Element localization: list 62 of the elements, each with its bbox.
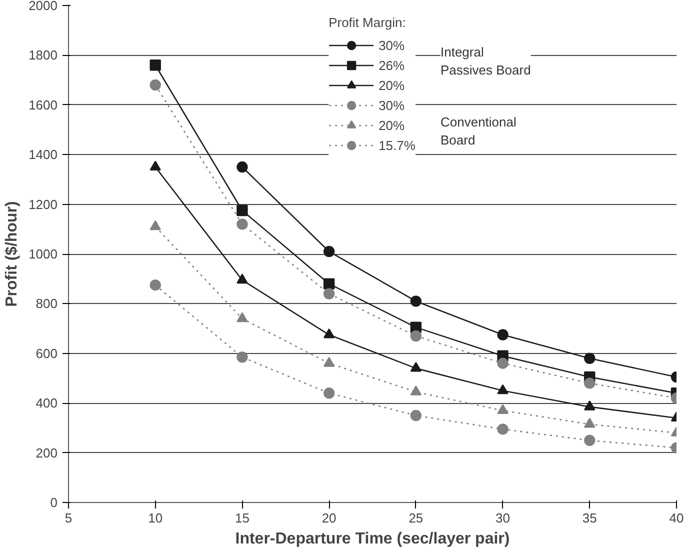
y-tick-label: 1600: [28, 97, 58, 112]
point: [584, 352, 596, 364]
legend-label: 15.7%: [378, 138, 416, 152]
x-tick-label: 10: [148, 510, 163, 526]
point: [497, 404, 508, 414]
point: [323, 356, 335, 367]
y-tick-label: 800: [36, 296, 58, 312]
y-axis-title: Profit ($/hour): [4, 201, 21, 307]
point: [410, 296, 422, 307]
legend-label: 26%: [378, 58, 405, 72]
point: [236, 204, 248, 216]
y-tick-label: 200: [36, 445, 58, 460]
x-axis-title: Inter-Departure Time (sec/layer pair): [235, 530, 510, 548]
point: [323, 288, 335, 300]
point: [236, 218, 248, 230]
point: [323, 246, 335, 258]
y-tick-label: 400: [36, 396, 58, 411]
y-tick-label: 1200: [28, 196, 58, 212]
point: [236, 161, 248, 173]
x-tick-label: 35: [582, 510, 597, 526]
point: [150, 220, 161, 230]
y-tick-label: 1000: [28, 246, 58, 262]
point: [323, 388, 335, 399]
x-tick-label: 20: [322, 510, 336, 526]
y-tick-label: 600: [36, 346, 58, 361]
annotation: Integral Passives Board: [440, 44, 531, 78]
x-tick-label: 40: [669, 510, 684, 526]
annotation: Conventional Board: [440, 114, 516, 148]
point: [584, 434, 596, 446]
x-tick-label: 30: [496, 510, 510, 526]
point: [584, 418, 596, 428]
y-tick-label: 0: [50, 495, 58, 510]
point: [410, 410, 422, 422]
legend-label: 20%: [378, 78, 405, 92]
legend-title: Profit Margin:: [328, 15, 407, 30]
legend-label: 30%: [378, 38, 405, 52]
point: [497, 329, 508, 340]
point: [150, 279, 161, 291]
y-tick-label: 2000: [28, 0, 58, 13]
point: [150, 160, 161, 171]
point: [497, 384, 508, 394]
point: [410, 362, 422, 372]
y-tick-label: 1800: [28, 48, 58, 63]
point: [236, 312, 248, 322]
x-tick-label: 25: [408, 510, 424, 526]
point: [150, 60, 161, 71]
x-tick-label: 5: [64, 510, 72, 526]
point: [584, 400, 596, 410]
point: [323, 278, 335, 290]
point: [236, 352, 248, 363]
x-tick-label: 15: [234, 510, 250, 526]
y-tick-label: 1400: [28, 147, 58, 162]
point: [410, 386, 422, 396]
point: [410, 330, 422, 342]
point: [236, 274, 248, 284]
point: [497, 424, 508, 435]
point: [150, 79, 161, 91]
point: [584, 378, 596, 389]
legend-label: 20%: [378, 118, 405, 132]
legend-label: 30%: [378, 98, 405, 112]
point: [497, 358, 508, 369]
point: [323, 328, 335, 338]
